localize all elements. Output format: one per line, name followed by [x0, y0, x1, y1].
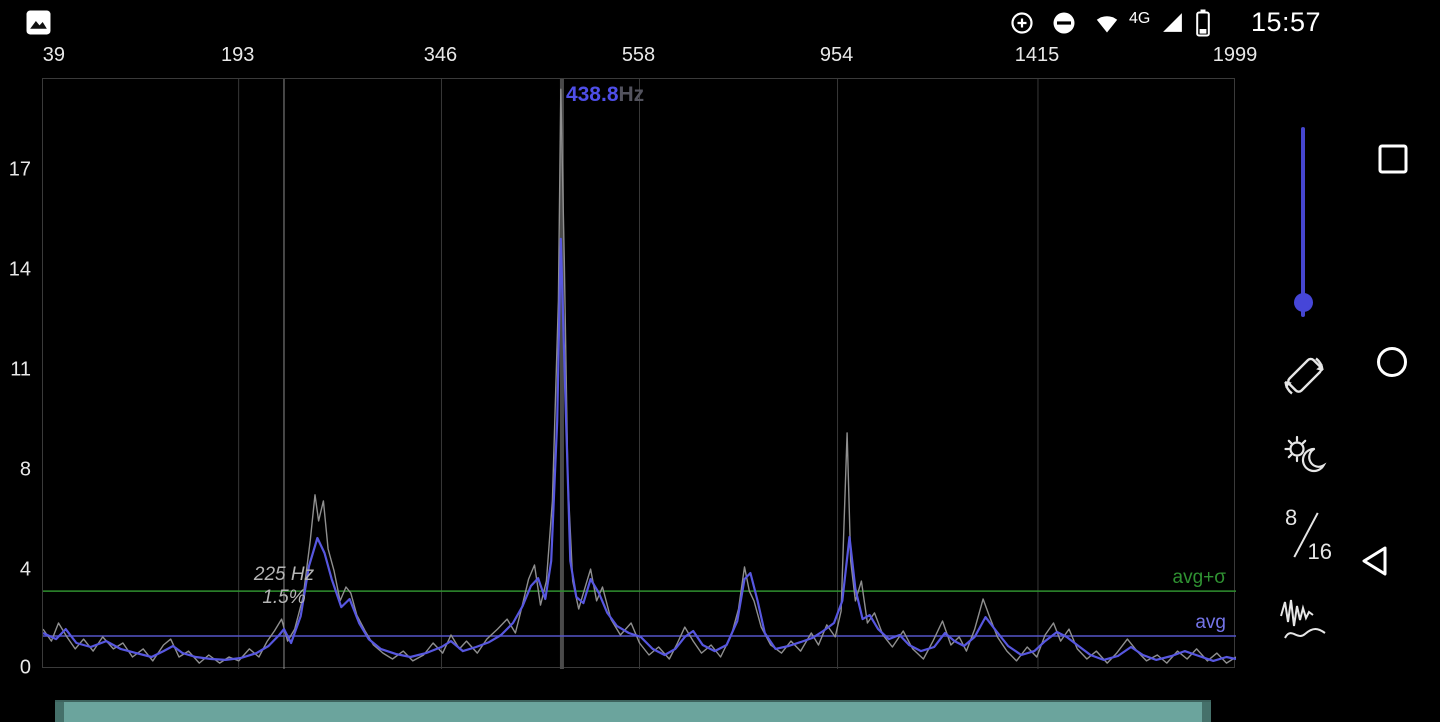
x-tick-label: 193	[220, 44, 255, 66]
recents-button[interactable]	[1378, 144, 1408, 179]
home-button[interactable]	[1376, 346, 1408, 383]
waveform-smoothing-icon[interactable]	[1277, 594, 1331, 653]
x-tick-label: 1999	[1212, 44, 1258, 66]
series-raw	[43, 88, 1236, 664]
bottom-level-bar[interactable]	[55, 700, 1211, 722]
day-night-mode-icon[interactable]	[1279, 429, 1331, 486]
y-tick-label: 11	[10, 358, 31, 381]
cursor-frequency-unit: Hz	[618, 83, 645, 106]
cursor-frequency-label: 438.8Hz	[566, 83, 644, 107]
x-tick-label: 558	[621, 44, 656, 66]
x-tick-label: 346	[423, 44, 458, 66]
bit-depth-denominator: 16	[1307, 539, 1332, 564]
scale-slider-track[interactable]	[1301, 127, 1305, 317]
bit-depth-numerator: 8	[1285, 505, 1298, 530]
marker-frequency-label: 225 Hz	[253, 564, 315, 586]
y-tick-label: 14	[8, 258, 31, 281]
back-button[interactable]	[1357, 543, 1393, 584]
bottom-bar-cap-left	[55, 702, 64, 722]
x-tick-label: 39	[42, 44, 66, 66]
spectrum-chart[interactable]: 438.8Hz 225 Hz 1.5% avg+σ avg	[42, 78, 1236, 669]
data-saver-icon	[1009, 10, 1035, 41]
clock: 15:57	[1251, 7, 1322, 37]
marker-amplitude-label: 1.5%	[262, 587, 306, 609]
wifi-icon	[1094, 12, 1120, 39]
y-tick-label: 8	[19, 458, 31, 481]
avg-plus-sigma-label: avg+σ	[1172, 567, 1226, 589]
gallery-notification-icon	[26, 10, 51, 40]
y-tick-label: 17	[8, 158, 31, 181]
do-not-disturb-icon	[1051, 10, 1077, 41]
x-tick-label: 1415	[1014, 44, 1060, 66]
y-tick-label: 4	[19, 558, 31, 581]
cursor-frequency-value: 438.8	[565, 83, 619, 106]
network-type-label: 4G	[1129, 10, 1151, 27]
spectrum-plot	[43, 79, 1236, 669]
scale-slider-thumb[interactable]	[1294, 293, 1313, 312]
battery-icon	[1196, 9, 1210, 42]
marker-annotation: 225 Hz 1.5%	[238, 563, 330, 609]
x-tick-label: 954	[819, 44, 854, 66]
rotate-screen-icon[interactable]	[1279, 351, 1329, 406]
y-axis-labels: 17 14 11 8 4 0	[0, 78, 34, 679]
x-axis-labels: 39 193 346 558 954 1415 1999	[42, 44, 1257, 70]
avg-label: avg	[1195, 611, 1226, 633]
bit-depth-toggle[interactable]: 8 16	[1282, 505, 1332, 564]
series-smoothed	[43, 237, 1236, 663]
status-bar: 4G 15:57	[0, 0, 1440, 46]
signal-strength-icon	[1160, 10, 1185, 40]
bottom-bar-cap-right	[1202, 702, 1211, 722]
y-tick-label: 0	[19, 656, 31, 679]
